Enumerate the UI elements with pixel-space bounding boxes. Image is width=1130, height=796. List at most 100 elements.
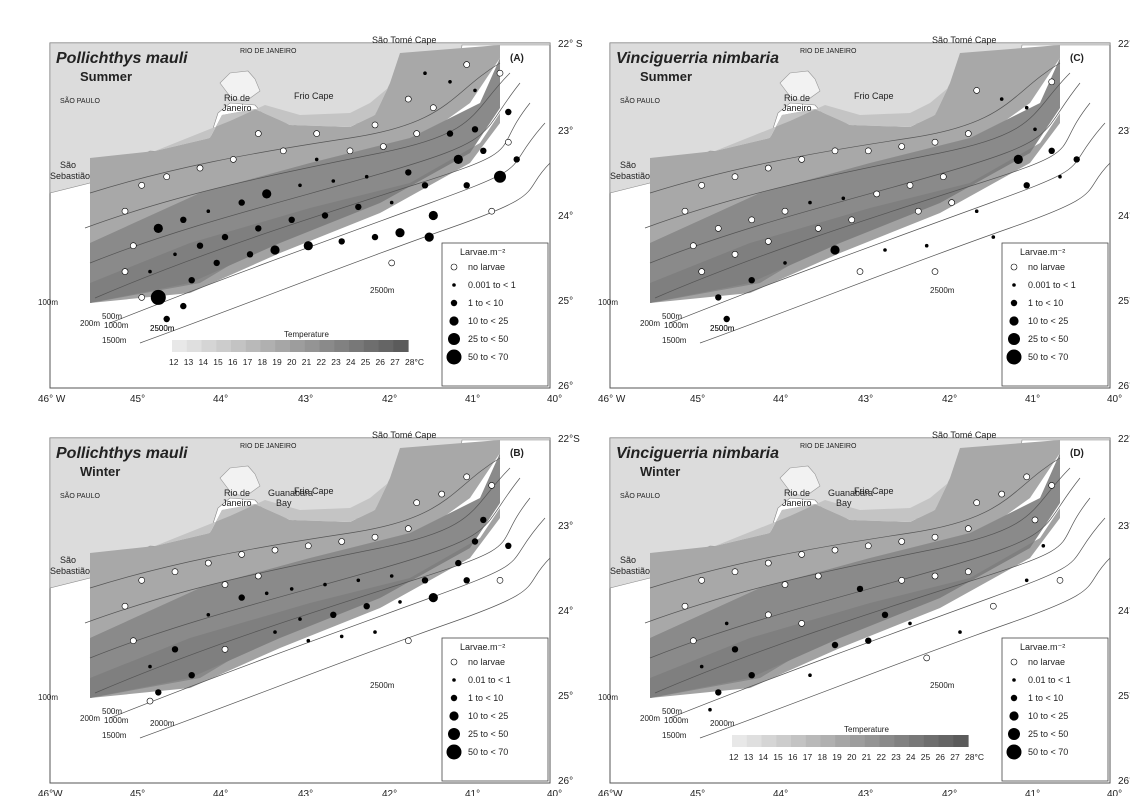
temperature-swatch <box>245 340 262 352</box>
station-larvae <box>471 538 479 545</box>
legend-marker <box>449 316 459 326</box>
station-no-larvae <box>923 654 931 662</box>
temperature-swatch <box>275 340 291 352</box>
station-larvae <box>173 252 177 257</box>
station-larvae <box>298 617 302 621</box>
station-no-larvae <box>130 242 137 249</box>
station-larvae <box>991 235 996 239</box>
isobath-line <box>649 457 1061 589</box>
station-no-larvae <box>130 637 137 644</box>
station-no-larvae <box>931 268 939 275</box>
station-larvae <box>289 587 294 591</box>
legend: Larvae.m⁻² no larvae 0.001 to < 1 1 to < 10… <box>441 242 549 387</box>
temperature-tick: 18 <box>258 357 268 367</box>
station-larvae <box>428 210 438 221</box>
legend-item: 0.01 to < 1 <box>1028 675 1071 685</box>
longitude-label: 43° <box>858 394 873 405</box>
panel-letter: (A) <box>510 53 524 64</box>
station-larvae <box>455 559 462 567</box>
temperature-swatch <box>290 340 306 352</box>
isobath-line <box>669 517 1106 719</box>
isobath-label: 200m <box>80 319 100 328</box>
temperature-swatch <box>835 735 851 747</box>
temperature-tick: 27 <box>950 752 960 762</box>
temperature-tick: 24 <box>346 357 356 367</box>
island <box>219 465 261 497</box>
legend-marker <box>450 658 458 666</box>
station-no-larvae <box>698 182 705 189</box>
isobath-line <box>89 62 501 194</box>
latitude-label: 22° S <box>1118 39 1130 50</box>
station-larvae <box>808 200 812 205</box>
temperature-swatch <box>393 340 409 352</box>
latitude-label: 26° <box>558 776 573 787</box>
latitude-label: 25° <box>1118 691 1130 702</box>
isobath-line <box>139 557 551 739</box>
temperature-swatch <box>319 340 335 352</box>
station-larvae <box>731 646 739 653</box>
temperature-tick: 14 <box>199 357 209 367</box>
station-larvae <box>699 664 704 669</box>
legend: Larvae.m⁻² no larvae 0.01 to < 1 1 to < 10 1… <box>1001 637 1109 782</box>
station-no-larvae <box>731 568 739 575</box>
species-title: Pollichthys mauli <box>56 445 188 462</box>
station-larvae <box>715 689 722 696</box>
isobath-label: 500m <box>662 312 682 321</box>
legend-item: 25 to < 50 <box>1028 334 1068 344</box>
station-no-larvae <box>255 572 262 580</box>
station-no-larvae <box>438 490 446 498</box>
station-larvae <box>395 228 405 238</box>
isobath-label: 1000m <box>664 716 689 725</box>
station-larvae <box>262 189 272 199</box>
place-label: São <box>60 160 76 170</box>
temperature-swatch <box>231 340 247 352</box>
legend-marker <box>450 263 458 271</box>
isobath-label: 1500m <box>102 336 127 345</box>
station-larvae <box>480 147 487 154</box>
station-larvae <box>494 170 506 183</box>
island <box>219 70 261 102</box>
legend-marker <box>446 349 462 365</box>
station-larvae <box>339 634 344 639</box>
temperature-tick: 17 <box>803 752 813 762</box>
station-no-larvae <box>404 525 412 532</box>
legend-item: 0.001 to < 1 <box>1028 280 1076 290</box>
station-larvae <box>303 241 313 251</box>
station-larvae <box>471 126 479 133</box>
longitude-label: 43° <box>298 789 313 796</box>
station-no-larvae <box>1023 473 1031 481</box>
station-no-larvae <box>121 602 129 610</box>
temperature-tick: 19 <box>272 357 282 367</box>
temperature-swatch <box>761 735 777 747</box>
station-larvae <box>748 277 755 284</box>
temperature-swatch <box>938 735 954 747</box>
legend-marker <box>449 711 459 721</box>
season-title: Winter <box>80 464 120 479</box>
station-larvae <box>1024 105 1029 110</box>
station-no-larvae <box>964 568 972 575</box>
longitude-label: 45° <box>130 789 145 796</box>
legend-item: 25 to < 50 <box>468 334 508 344</box>
legend-item: 1 to < 10 <box>1028 298 1063 308</box>
temperature-swatch <box>172 340 188 352</box>
legend-box <box>441 637 549 782</box>
longitude-label: 45° <box>690 394 705 405</box>
station-larvae <box>180 216 187 223</box>
latitude-label: 23° <box>558 126 573 137</box>
temperature-band <box>650 58 1060 303</box>
temperature-tick: 25 <box>921 752 931 762</box>
temperature-tick: 25 <box>361 357 371 367</box>
station-no-larvae <box>873 190 881 198</box>
isobath-label: 2500m <box>710 324 735 333</box>
legend-marker <box>448 333 460 345</box>
longitude-label: 42° <box>382 789 397 796</box>
legend-marker <box>1009 316 1019 326</box>
island <box>779 70 821 102</box>
station-no-larvae <box>146 697 154 705</box>
station-no-larvae <box>798 156 805 163</box>
map-panel: Vinciguerria nimbaria Summer (C) RIO DE JAN… <box>598 35 1130 405</box>
legend-item: 50 to < 70 <box>1028 747 1068 757</box>
station-larvae <box>206 613 211 617</box>
legend-item: 50 to < 70 <box>468 352 508 362</box>
station-larvae <box>715 294 722 301</box>
